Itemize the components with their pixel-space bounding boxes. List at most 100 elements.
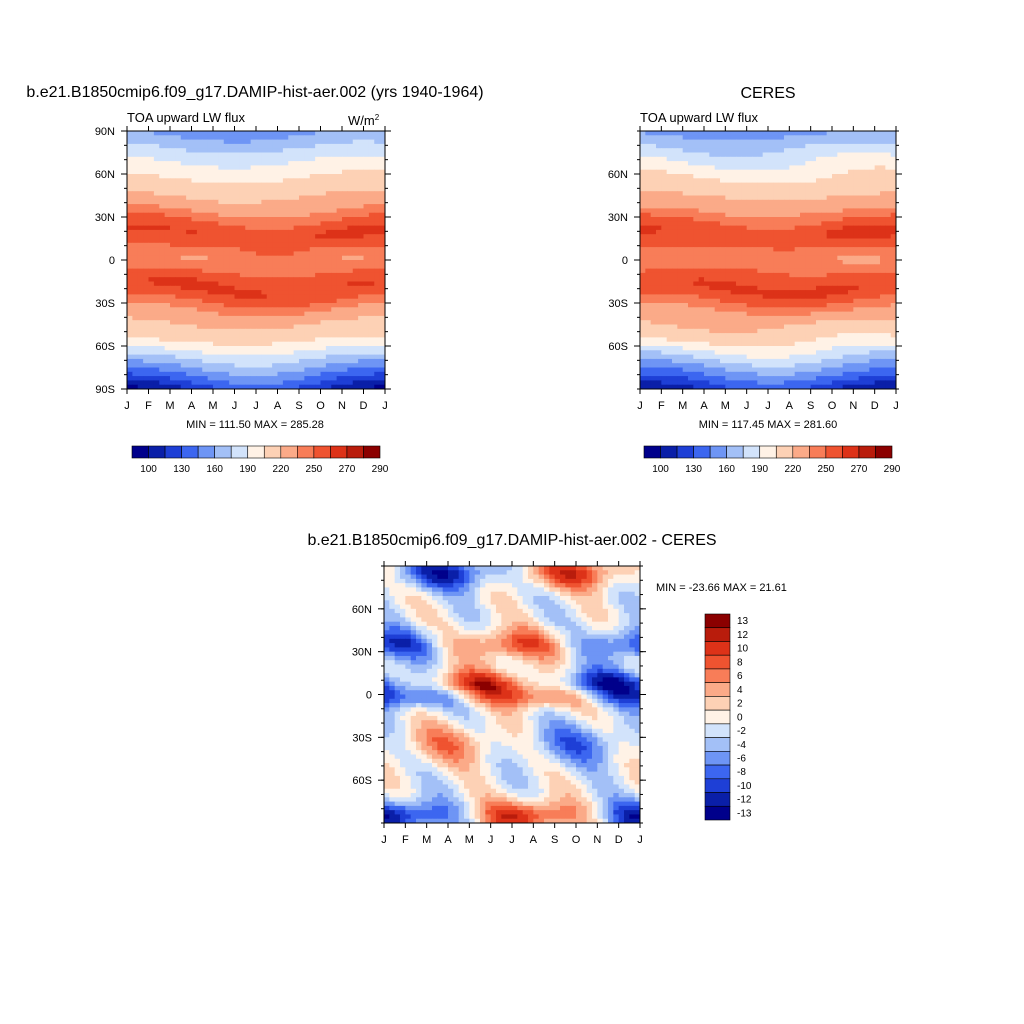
obs-cell <box>890 143 897 149</box>
model-cell <box>363 354 370 360</box>
model-cell <box>127 225 133 231</box>
model-cell <box>325 143 332 149</box>
model-cell <box>170 307 176 312</box>
model-cell <box>282 225 289 231</box>
model-cell <box>207 333 214 338</box>
obs-cell <box>821 247 828 252</box>
model-cell <box>229 156 235 162</box>
obs-cell <box>848 186 854 192</box>
model-cell <box>132 251 139 257</box>
obs-cell <box>869 234 876 239</box>
obs-cell <box>805 139 812 145</box>
obs-cell <box>730 208 737 214</box>
obs-cell <box>784 285 790 291</box>
obs-cell <box>730 307 737 312</box>
obs-cell <box>816 251 822 257</box>
obs-cell <box>789 152 796 158</box>
model-cell <box>223 195 230 201</box>
model-cell <box>218 208 225 214</box>
obs-cell <box>858 191 865 196</box>
model-cell <box>250 225 257 231</box>
model-y-tick-label: 60S <box>95 341 115 353</box>
obs-cell <box>693 131 700 136</box>
model-cell <box>159 156 166 162</box>
obs-cell <box>890 255 897 261</box>
obs-cell <box>885 191 892 196</box>
obs-cell <box>682 212 689 218</box>
model-cell <box>250 255 257 261</box>
model-cell <box>143 315 149 321</box>
model-cell <box>320 174 327 179</box>
model-cell <box>363 251 370 257</box>
model-cell <box>234 229 241 235</box>
obs-cell <box>661 255 668 261</box>
model-cell <box>245 186 252 192</box>
model-cell <box>207 191 214 196</box>
model-cell <box>358 294 364 300</box>
obs-cell <box>661 277 668 282</box>
obs-cell <box>677 268 684 274</box>
model-cell <box>159 229 166 235</box>
model-cell <box>299 333 305 338</box>
model-cell <box>261 212 268 218</box>
model-cell <box>325 195 332 201</box>
model-cell <box>191 143 198 149</box>
model-cell <box>288 178 295 183</box>
model-cell <box>218 229 225 235</box>
model-cell <box>127 161 133 166</box>
model-cell <box>137 294 144 300</box>
obs-cell <box>842 238 849 244</box>
obs-cell <box>800 143 806 149</box>
model-cell <box>331 161 338 166</box>
model-cell <box>352 204 359 209</box>
model-cell <box>175 341 182 347</box>
model-cell <box>196 161 203 166</box>
obs-cell <box>848 195 854 201</box>
model-cell <box>342 199 348 205</box>
model-cell <box>229 277 235 282</box>
model-cell <box>180 333 187 338</box>
model-cell <box>304 178 311 183</box>
model-cell <box>250 371 257 377</box>
model-cell <box>132 191 139 196</box>
obs-cell <box>816 298 822 304</box>
obs-cell <box>768 242 774 248</box>
model-cell <box>186 251 192 257</box>
model-cell <box>374 178 381 183</box>
model-cell <box>191 247 198 252</box>
obs-cell <box>682 264 689 269</box>
obs-cell <box>880 260 886 265</box>
model-cell <box>352 324 359 330</box>
obs-cell <box>890 208 897 214</box>
model-cell <box>245 182 252 188</box>
model-cell <box>191 169 198 175</box>
model-cell <box>207 148 214 153</box>
model-cell <box>234 178 241 183</box>
model-cell <box>282 156 289 162</box>
model-cell <box>234 208 241 214</box>
model-cell <box>299 255 305 261</box>
obs-cell <box>837 191 844 196</box>
model-cell <box>261 363 268 368</box>
obs-cell <box>773 148 780 153</box>
obs-cell <box>880 212 886 218</box>
model-cell <box>202 139 209 145</box>
model-cell <box>309 315 316 321</box>
model-cell <box>132 311 139 317</box>
obs-cell <box>773 135 780 140</box>
obs-cell <box>890 251 897 257</box>
model-cell <box>191 242 198 248</box>
model-cell <box>374 354 381 360</box>
obs-cell <box>821 135 828 140</box>
model-cell <box>256 148 262 153</box>
model-cell <box>250 131 257 136</box>
model-cell <box>336 169 343 175</box>
obs-cell <box>762 169 769 175</box>
model-cell <box>342 281 348 287</box>
model-cell <box>293 260 300 265</box>
model-cell <box>229 290 235 295</box>
model-cell <box>213 346 219 351</box>
model-cell <box>293 217 300 222</box>
model-cell <box>202 337 209 343</box>
obs-cell <box>762 191 769 196</box>
